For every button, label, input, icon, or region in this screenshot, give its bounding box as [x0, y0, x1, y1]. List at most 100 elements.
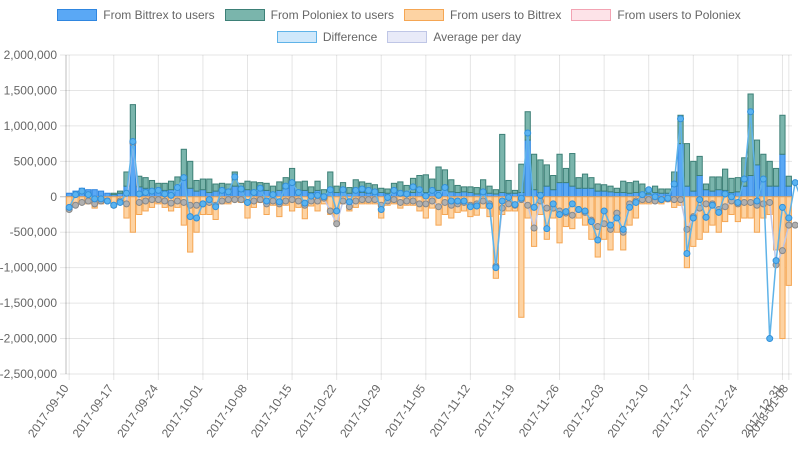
line-point[interactable]	[740, 198, 748, 206]
line-point[interactable]	[740, 175, 748, 183]
line-point[interactable]	[683, 249, 691, 257]
line-point[interactable]	[390, 186, 398, 194]
bar[interactable]	[556, 153, 563, 184]
line-point[interactable]	[288, 196, 296, 204]
bar[interactable]	[772, 167, 780, 187]
bar[interactable]	[702, 189, 710, 198]
line-point[interactable]	[428, 186, 436, 194]
line-point[interactable]	[524, 201, 532, 209]
bar[interactable]	[696, 155, 703, 177]
line-point[interactable]	[536, 191, 544, 199]
bar[interactable]	[333, 185, 340, 194]
line-point[interactable]	[384, 193, 392, 201]
line-point[interactable]	[594, 236, 602, 244]
bar[interactable]	[187, 160, 194, 189]
bar[interactable]	[632, 196, 640, 219]
bar[interactable]	[658, 188, 665, 194]
bar[interactable]	[709, 190, 716, 198]
line-point[interactable]	[269, 197, 277, 205]
line-point[interactable]	[677, 115, 685, 123]
bar[interactable]	[212, 190, 219, 198]
bar[interactable]	[244, 189, 251, 198]
line-point[interactable]	[135, 190, 143, 198]
bar[interactable]	[199, 189, 207, 198]
bar[interactable]	[728, 177, 735, 194]
bar[interactable]	[187, 187, 194, 198]
line-point[interactable]	[237, 185, 245, 193]
bar[interactable]	[66, 192, 73, 198]
line-point[interactable]	[167, 199, 175, 207]
line-point[interactable]	[638, 191, 646, 199]
line-point[interactable]	[568, 211, 576, 219]
line-point[interactable]	[607, 221, 614, 229]
bar[interactable]	[575, 177, 582, 189]
line-point[interactable]	[441, 198, 449, 206]
line-point[interactable]	[791, 221, 798, 229]
bar[interactable]	[734, 196, 741, 223]
bar[interactable]	[709, 176, 716, 192]
bar[interactable]	[772, 185, 780, 198]
bar[interactable]	[129, 104, 136, 141]
line-point[interactable]	[244, 198, 251, 206]
bar[interactable]	[562, 182, 570, 198]
line-point[interactable]	[702, 200, 710, 208]
bar[interactable]	[594, 183, 601, 192]
bar[interactable]	[486, 192, 493, 198]
line-point[interactable]	[778, 247, 786, 255]
bar[interactable]	[620, 192, 627, 198]
line-point[interactable]	[715, 208, 723, 216]
line-point[interactable]	[180, 174, 188, 182]
line-point[interactable]	[543, 225, 551, 233]
line-point[interactable]	[275, 198, 283, 206]
line-point[interactable]	[543, 204, 551, 212]
line-point[interactable]	[492, 264, 500, 272]
line-point[interactable]	[154, 196, 162, 204]
line-point[interactable]	[218, 186, 226, 194]
legend-item-from-bittrex-to-users[interactable]: From Bittrex to users	[57, 8, 215, 22]
bar[interactable]	[435, 196, 442, 226]
line-point[interactable]	[326, 207, 334, 215]
bar[interactable]	[499, 133, 506, 194]
line-point[interactable]	[224, 196, 232, 204]
bar[interactable]	[741, 196, 748, 219]
line-point[interactable]	[294, 189, 302, 197]
bar[interactable]	[263, 182, 270, 191]
bar[interactable]	[626, 196, 633, 226]
line-point[interactable]	[78, 198, 86, 206]
bar[interactable]	[760, 153, 767, 180]
line-point[interactable]	[97, 195, 105, 203]
line-point[interactable]	[135, 198, 143, 206]
bar[interactable]	[690, 160, 697, 192]
bar[interactable]	[199, 178, 207, 191]
bar[interactable]	[588, 177, 595, 189]
line-point[interactable]	[72, 191, 80, 199]
line-point[interactable]	[422, 200, 430, 208]
bar[interactable]	[607, 185, 614, 193]
bar[interactable]	[581, 173, 589, 189]
bar[interactable]	[626, 182, 633, 194]
line-point[interactable]	[460, 197, 468, 205]
line-point[interactable]	[301, 199, 309, 207]
line-point[interactable]	[441, 184, 449, 192]
bar[interactable]	[530, 196, 538, 247]
line-point[interactable]	[282, 182, 290, 190]
bar[interactable]	[314, 180, 321, 191]
line-point[interactable]	[65, 203, 73, 211]
legend-item-from-users-to-poloniex[interactable]: From users to Poloniex	[571, 8, 741, 22]
line-point[interactable]	[645, 186, 653, 194]
line-point[interactable]	[199, 200, 207, 208]
line-point[interactable]	[103, 197, 111, 205]
bar[interactable]	[753, 139, 761, 166]
bar[interactable]	[613, 192, 620, 198]
line-point[interactable]	[314, 191, 322, 199]
bar[interactable]	[193, 179, 200, 192]
line-point[interactable]	[167, 191, 175, 199]
bar[interactable]	[569, 153, 576, 187]
bar[interactable]	[378, 192, 385, 198]
line-point[interactable]	[447, 197, 455, 205]
bar[interactable]	[492, 189, 499, 195]
bar[interactable]	[766, 185, 773, 198]
line-point[interactable]	[320, 193, 328, 201]
bar[interactable]	[581, 187, 589, 198]
line-point[interactable]	[84, 191, 92, 199]
